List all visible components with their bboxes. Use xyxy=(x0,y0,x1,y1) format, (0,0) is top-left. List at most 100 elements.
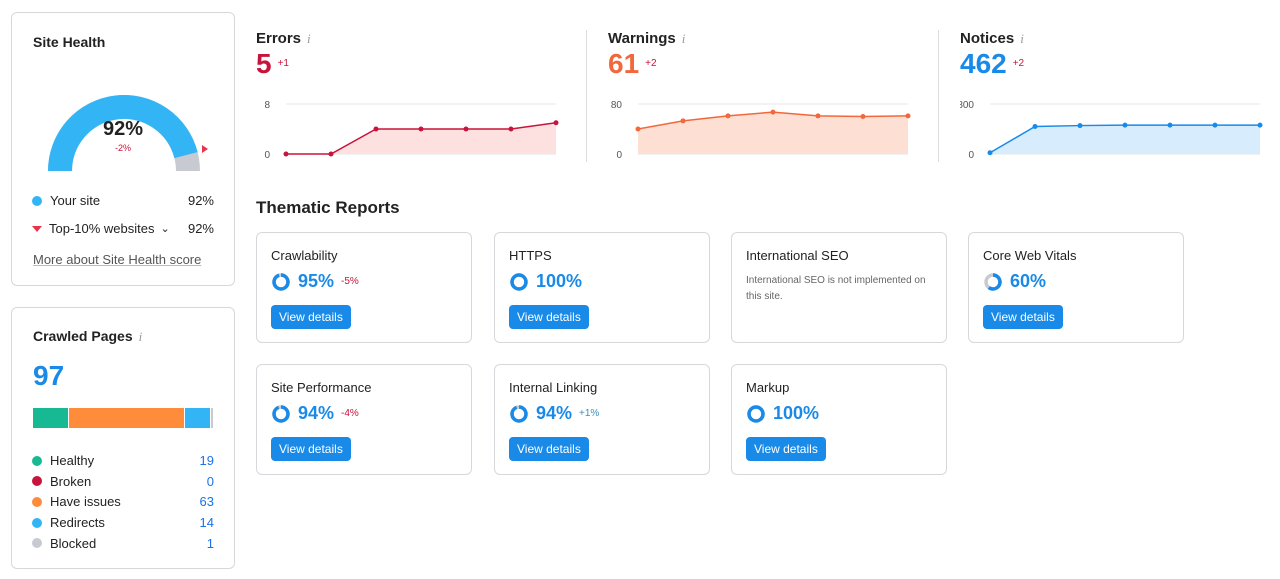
data-point xyxy=(860,114,866,119)
y-tick-min: 0 xyxy=(968,150,974,161)
area-fill xyxy=(990,125,1260,154)
progress-ring-icon xyxy=(272,404,290,423)
report-delta: -5% xyxy=(341,276,359,287)
area-fill xyxy=(286,122,556,154)
notices-info-icon[interactable]: i xyxy=(1020,31,1024,46)
legend-label: Broken xyxy=(50,473,92,489)
report-title: HTTPS xyxy=(509,248,552,263)
report-percent[interactable]: 95% xyxy=(298,271,335,291)
view-details-button[interactable]: View details xyxy=(271,305,351,329)
view-details-button[interactable]: View details xyxy=(509,305,589,329)
info-icon[interactable]: i xyxy=(138,329,143,344)
warnings-label: Warnings xyxy=(608,30,676,47)
warnings-value[interactable]: 61 xyxy=(608,48,640,79)
view-details-button[interactable]: View details xyxy=(983,305,1063,329)
errors-label: Errors xyxy=(256,30,302,47)
data-point xyxy=(770,109,776,115)
errors-delta: +1 xyxy=(277,58,289,69)
warnings-info-icon[interactable]: i xyxy=(681,31,686,46)
report-score: 100% xyxy=(509,271,582,292)
legend-value[interactable]: 0 xyxy=(206,473,214,489)
legend-dot-icon xyxy=(32,496,42,507)
y-tick-min: 0 xyxy=(264,150,270,161)
metric-divider xyxy=(938,30,939,162)
report-score: 60% xyxy=(983,271,1046,292)
legend-value[interactable]: 14 xyxy=(199,515,214,531)
data-point xyxy=(1212,122,1218,128)
report-delta: -4% xyxy=(341,408,359,419)
errors-value[interactable]: 5 xyxy=(256,48,272,79)
legend-dot-icon xyxy=(32,517,42,528)
area-fill xyxy=(638,112,908,154)
notices-delta: +2 xyxy=(1012,58,1025,69)
chevron-down-icon[interactable]: ⌄ xyxy=(160,223,170,235)
warnings-metric: Warnings i 61 +2 80 0 xyxy=(608,30,918,161)
metric-divider xyxy=(586,30,587,162)
notices-value[interactable]: 462 xyxy=(960,48,1007,79)
report-card-site-performance: Site Performance 94% -4% View details xyxy=(256,364,472,475)
view-details-button[interactable]: View details xyxy=(271,437,351,461)
your-site-dot-icon xyxy=(32,195,42,206)
legend-value[interactable]: 19 xyxy=(199,453,214,468)
view-details-button[interactable]: View details xyxy=(746,437,826,461)
data-point xyxy=(508,126,514,132)
data-point xyxy=(553,120,559,126)
crawled-pages-bar xyxy=(33,408,214,428)
your-site-row: Your site 92% xyxy=(32,193,214,208)
bar-segment-healthy[interactable] xyxy=(33,408,68,428)
legend-value[interactable]: 63 xyxy=(199,494,214,510)
crawled-pages-title: Crawled Pages xyxy=(33,328,133,344)
report-percent[interactable]: 60% xyxy=(1010,271,1047,291)
errors-info-icon[interactable]: i xyxy=(307,31,311,46)
report-title: Internal Linking xyxy=(509,380,598,395)
top10-row[interactable]: Top-10% websites ⌄ 92% xyxy=(32,221,214,236)
top10-marker-icon xyxy=(202,145,208,153)
more-about-link[interactable]: More about Site Health score xyxy=(33,252,202,267)
y-tick-max: 80 xyxy=(611,100,623,111)
legend-label: Healthy xyxy=(50,453,95,468)
report-percent[interactable]: 100% xyxy=(773,403,820,423)
data-point xyxy=(635,126,641,132)
data-point xyxy=(1077,123,1083,129)
thematic-reports-title: Thematic Reports xyxy=(256,198,400,217)
report-title: Site Performance xyxy=(271,380,372,395)
top10-triangle-icon xyxy=(32,225,42,232)
progress-ring-icon xyxy=(747,404,765,423)
report-message: International SEO is not implemented on … xyxy=(746,275,926,302)
warnings-delta: +2 xyxy=(645,58,657,69)
legend-row-broken: Broken 0 xyxy=(32,474,214,489)
bar-segment-have-issues[interactable] xyxy=(68,408,184,428)
legend-value[interactable]: 1 xyxy=(206,535,214,551)
progress-ring-icon xyxy=(510,404,528,423)
warnings-sparkline: 80 0 xyxy=(611,100,911,161)
data-point xyxy=(463,126,469,132)
crawled-pages-total[interactable]: 97 xyxy=(33,360,65,391)
report-score: 94% +1% xyxy=(509,403,599,424)
data-point xyxy=(987,150,993,156)
data-point xyxy=(283,151,289,157)
y-tick-min: 0 xyxy=(616,150,622,161)
view-details-button[interactable]: View details xyxy=(509,437,589,461)
top10-label[interactable]: Top-10% websites xyxy=(49,221,155,236)
report-card-international-seo: International SEO International SEO is no… xyxy=(731,232,947,343)
y-tick-max: 800 xyxy=(960,100,974,111)
data-point xyxy=(1257,122,1263,128)
bar-segment-redirects[interactable] xyxy=(184,408,211,428)
your-site-label: Your site xyxy=(50,193,101,208)
report-card-markup: Markup 100% View details xyxy=(731,364,947,475)
legend-row-redirects: Redirects 14 xyxy=(32,515,214,530)
report-percent[interactable]: 94% xyxy=(298,403,335,423)
legend-label: Blocked xyxy=(50,535,97,551)
report-score: 94% -4% xyxy=(271,403,359,424)
y-tick-max: 8 xyxy=(264,100,270,111)
data-point xyxy=(1122,122,1128,128)
report-percent[interactable]: 100% xyxy=(536,271,583,291)
legend-row-healthy: Healthy 19 xyxy=(32,453,214,468)
report-percent[interactable]: 94% xyxy=(536,403,573,423)
data-point xyxy=(418,126,424,132)
bar-segment-blocked[interactable] xyxy=(211,408,213,428)
errors-metric: Errors i 5 +1 8 0 xyxy=(256,30,566,161)
notices-label: Notices xyxy=(960,30,1015,47)
data-point xyxy=(1032,124,1038,129)
legend-dot-icon xyxy=(32,455,42,466)
